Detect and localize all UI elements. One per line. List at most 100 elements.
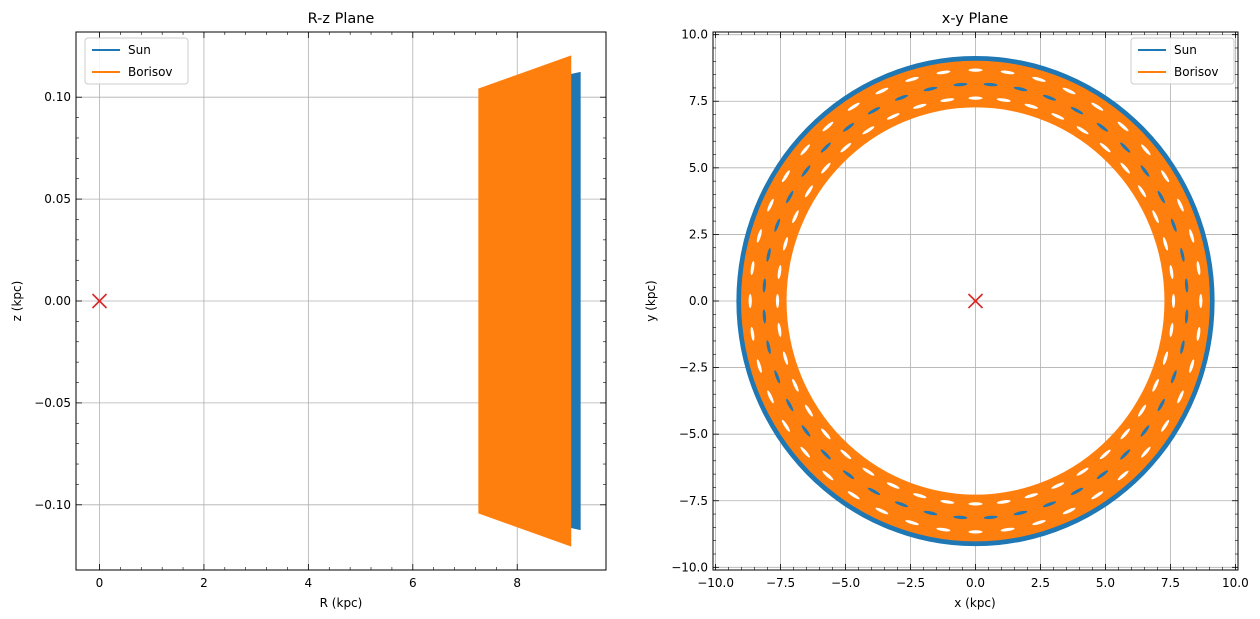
loop-gap [786, 398, 794, 412]
loop-gap [968, 68, 983, 72]
loop-gap [1062, 507, 1076, 515]
loop-gap [766, 340, 771, 354]
rz-y-axis-label: z (kpc) [10, 281, 24, 322]
loop-gap [1076, 467, 1089, 476]
loop-gap [875, 507, 889, 515]
loop-gap [1180, 340, 1185, 354]
loop-gap [1162, 237, 1169, 251]
loop-gap [940, 98, 955, 102]
loop-gap [936, 527, 951, 532]
loop-gap [1140, 425, 1150, 437]
loop-gap [840, 449, 852, 460]
loop-gap [1161, 419, 1170, 432]
y-tick-label: −10.0 [671, 560, 708, 574]
loop-gap [774, 218, 781, 232]
loop-gap [867, 106, 881, 115]
rz-axes-frame [75, 31, 607, 571]
loop-gap [1000, 527, 1015, 532]
rz-plane-title: R-z Plane [308, 11, 375, 27]
rz-ticks: 0 2 4 6 8 −0.10 −0.05 0.00 0.05 0.10 [34, 32, 606, 590]
loop-gap [1177, 198, 1184, 212]
orbit-band-borisov [478, 55, 572, 547]
loop-gap [800, 144, 810, 156]
loop-gap [767, 390, 774, 404]
loop-gap [1042, 501, 1057, 508]
loop-gap [996, 500, 1011, 504]
loop-gap [1170, 370, 1177, 384]
y-tick-label: 0.05 [44, 192, 71, 206]
xy-legend: Sun Borisov [1130, 37, 1235, 85]
loop-gap [1169, 322, 1174, 337]
loop-gap [1120, 449, 1131, 460]
loop-gap [1184, 309, 1189, 324]
loop-gap [1196, 261, 1201, 276]
loop-gap [1099, 449, 1111, 460]
y-tick-label: −0.05 [34, 396, 71, 410]
loop-gap [1032, 76, 1046, 82]
loop-gap [822, 470, 834, 481]
loop-gap [1189, 359, 1195, 373]
loop-gap [875, 87, 889, 95]
loop-gap [1177, 390, 1184, 404]
x-tick-label: −2.5 [896, 576, 925, 590]
loop-gap [912, 103, 927, 109]
loop-gap [762, 278, 767, 293]
xy-ticks: −10.0 −7.5 −5.0 −2.5 0.0 2.5 5.0 7.5 10.0 −10.0 −7… [671, 28, 1249, 590]
loop-gap [748, 294, 752, 308]
loop-gap [886, 113, 900, 120]
loop-gap [983, 82, 998, 87]
loop-gap [777, 265, 782, 280]
loop-gap [1141, 446, 1151, 458]
loop-gap [1120, 142, 1131, 153]
loop-gap [766, 248, 771, 262]
rz-x-axis-label: R (kpc) [320, 596, 363, 610]
loop-gap [820, 142, 831, 153]
loop-gap [894, 501, 909, 508]
loop-gap [1140, 165, 1150, 177]
xy-axes-frame [712, 31, 1239, 571]
loop-gap [923, 86, 938, 92]
galactic-center-marker [967, 293, 984, 309]
loop-gap [1051, 113, 1065, 120]
loop-gap [968, 530, 983, 534]
x-tick-label: 2.5 [1031, 576, 1050, 590]
loop-gap [936, 70, 951, 75]
loop-gap [1199, 294, 1203, 308]
loop-gap [762, 309, 767, 324]
loop-gap [996, 98, 1011, 102]
loop-gap [867, 487, 881, 496]
loop-gap [820, 449, 831, 460]
loop-gap [847, 491, 860, 500]
x-tick-label: 2 [200, 576, 208, 590]
y-tick-label: 0.10 [44, 90, 71, 104]
loop-gap [821, 428, 831, 440]
xy-data-layer [736, 55, 1215, 547]
x-tick-label: 0 [96, 576, 104, 590]
loop-gap [786, 190, 794, 204]
loop-gap [782, 351, 789, 365]
y-tick-label: −5.0 [679, 427, 708, 441]
x-tick-label: 7.5 [1161, 576, 1180, 590]
loop-gap [792, 210, 799, 224]
loop-gap [750, 261, 755, 276]
loop-gap [756, 229, 762, 243]
x-tick-label: 8 [513, 576, 521, 590]
loop-gap [767, 198, 774, 212]
loop-gap [983, 515, 998, 520]
loop-gap [792, 378, 799, 392]
y-tick-label: −7.5 [679, 494, 708, 508]
loop-gap [804, 185, 813, 198]
loop-gap [822, 121, 834, 132]
x-tick-label: −5.0 [831, 576, 860, 590]
loop-gap [953, 515, 968, 520]
loop-gap [1117, 121, 1129, 132]
rz-legend-label-borisov: Borisov [128, 65, 173, 79]
y-tick-label: 7.5 [689, 94, 708, 108]
loop-gap [1024, 493, 1039, 499]
y-tick-label: 0.00 [44, 294, 71, 308]
loop-gap [886, 482, 900, 489]
loop-gap [840, 142, 852, 153]
xy-plane-title: x-y Plane [942, 11, 1009, 27]
loop-gap [1162, 351, 1169, 365]
loop-gap [912, 493, 927, 499]
